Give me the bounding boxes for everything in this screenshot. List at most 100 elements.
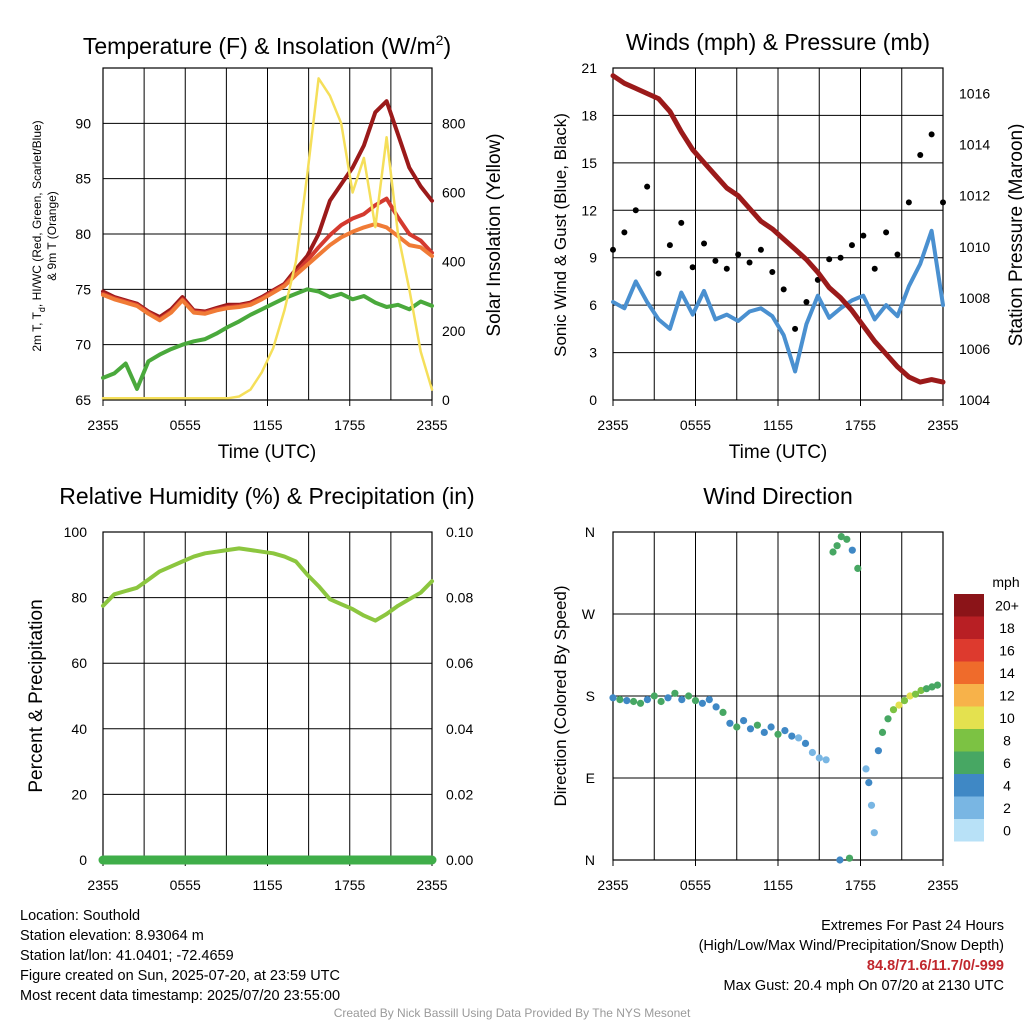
y-tick-label: 12 xyxy=(581,202,597,218)
direction-point xyxy=(733,723,741,731)
direction-point xyxy=(801,739,810,748)
direction-point xyxy=(788,732,796,740)
humidity-line xyxy=(101,546,434,623)
direction-point xyxy=(705,696,713,704)
direction-point xyxy=(746,725,755,733)
direction-point xyxy=(874,747,883,755)
direction-point xyxy=(616,696,624,704)
direction-point xyxy=(609,694,617,702)
y2-tick-label: 1010 xyxy=(959,239,990,255)
x-tick-label: 0555 xyxy=(170,417,201,433)
direction-point xyxy=(862,765,870,773)
x-tick-label: 1155 xyxy=(763,877,793,893)
direction-point xyxy=(643,696,652,704)
gust-point xyxy=(917,151,924,158)
colorbar-label: 2 xyxy=(1003,800,1011,816)
direction-point xyxy=(719,708,727,717)
y-tick-label: 100 xyxy=(64,524,88,540)
y2-tick-label: 0 xyxy=(442,392,450,408)
y-tick-label: 85 xyxy=(75,171,91,187)
direction-point xyxy=(685,692,693,700)
y2-tick-label: 200 xyxy=(442,323,466,339)
y2-tick-label: 1016 xyxy=(959,86,990,102)
x-tick-label: 1755 xyxy=(334,417,365,433)
direction-point xyxy=(928,683,936,691)
y2-tick-label: 1008 xyxy=(959,290,990,306)
gust-point xyxy=(894,251,901,258)
extremes-values: 84.8/71.6/11.7/0/-999 xyxy=(866,958,1004,974)
gust-point xyxy=(826,256,833,263)
solar-ylabel: Solar Insolation (Yellow) xyxy=(484,133,505,336)
y-tick-label: N xyxy=(585,524,595,540)
gust-point xyxy=(621,229,628,236)
y-tick-label: 15 xyxy=(581,155,597,171)
direction-point xyxy=(867,801,876,809)
x-tick-label: 2355 xyxy=(597,877,628,893)
colorbar-swatch xyxy=(954,639,984,662)
colorbar-swatch xyxy=(954,661,984,684)
colorbar-label: 16 xyxy=(999,642,1015,658)
direction-point xyxy=(884,715,892,723)
gust-point xyxy=(689,264,696,271)
direction-point xyxy=(870,829,878,837)
y-tick-label: 70 xyxy=(75,337,91,353)
gust-point xyxy=(746,259,753,266)
humidity-ylabel: Percent & Precipitation xyxy=(26,599,47,792)
extremes-title: Extremes For Past 24 Hours xyxy=(821,918,1004,934)
y2-tick-label: 0.00 xyxy=(446,852,473,868)
y-tick-label: 0 xyxy=(589,392,597,408)
winds-ylabel: Sonic Wind & Gust (Blue, Black) xyxy=(551,113,570,357)
winds-title: Winds (mph) & Pressure (mb) xyxy=(626,29,930,55)
colorbar-label: 4 xyxy=(1003,777,1011,793)
y2-tick-label: 1004 xyxy=(959,392,990,408)
credit-text: Created By Nick Bassill Using Data Provi… xyxy=(333,1006,691,1020)
y2-tick-label: 600 xyxy=(442,185,466,201)
colorbar-label: 14 xyxy=(999,665,1015,681)
y-tick-label: E xyxy=(586,770,595,786)
gust-point xyxy=(644,183,651,190)
extremes-info: Extremes For Past 24 Hours (High/Low/Max… xyxy=(699,916,1004,996)
direction-point xyxy=(774,730,782,738)
colorbar-swatch xyxy=(954,684,984,707)
created-text: Figure created on Sun, 2025-07-20, at 23… xyxy=(20,968,340,984)
x-tick-label: 1755 xyxy=(845,417,876,433)
colorbar-label: 18 xyxy=(999,620,1015,636)
humidity-panel: Relative Humidity (%) & Precipitation (i… xyxy=(26,483,475,893)
direction-ylabel: Direction (Colored By Speed) xyxy=(551,585,570,806)
direction-point xyxy=(781,727,789,735)
gust-point xyxy=(940,199,946,206)
direction-point xyxy=(753,721,762,729)
direction-point xyxy=(815,754,823,762)
direction-point xyxy=(623,697,631,705)
temperature-ylabel: 2m T, Td, HI/WC (Red, Green, Scarlet/Blu… xyxy=(30,120,47,351)
colorbar: 0 2 4 6 8 10 12 14 16 18 20+ xyxy=(954,594,1019,842)
temperature-series-line xyxy=(101,287,434,391)
y2-tick-label: 1006 xyxy=(959,341,990,357)
gust-point xyxy=(666,242,673,249)
direction-point xyxy=(630,697,638,706)
y-tick-label: 90 xyxy=(75,115,91,131)
sonic-wind-line xyxy=(611,228,945,374)
colorbar-title: mph xyxy=(992,574,1019,590)
winds-xlabel: Time (UTC) xyxy=(729,442,828,463)
max-gust-text: Max Gust: 20.4 mph On 07/20 at 2130 UTC xyxy=(723,978,1004,994)
y2-tick-label: 0.02 xyxy=(446,786,473,802)
direction-point xyxy=(911,690,920,698)
x-tick-label: 2355 xyxy=(927,417,958,433)
direction-point xyxy=(933,681,942,689)
x-tick-label: 2355 xyxy=(416,877,447,893)
colorbar-label: 10 xyxy=(999,710,1015,726)
y-tick-label: 0 xyxy=(79,852,87,868)
gust-point xyxy=(905,199,912,206)
x-tick-label: 1155 xyxy=(252,877,282,893)
temperature-series-line xyxy=(101,222,434,323)
direction-point xyxy=(833,542,841,550)
direction-point xyxy=(698,699,707,707)
y-tick-label: 80 xyxy=(71,590,87,606)
colorbar-swatch xyxy=(954,796,984,819)
gust-point xyxy=(780,286,787,293)
x-tick-label: 0555 xyxy=(680,417,711,433)
direction-point xyxy=(657,697,665,706)
direction-point xyxy=(678,696,686,704)
